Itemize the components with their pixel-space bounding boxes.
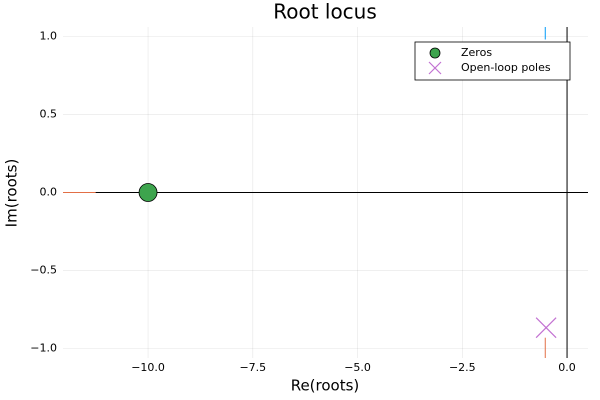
x-tick-label: −10.0 bbox=[131, 361, 165, 374]
y-tick-label: 0.5 bbox=[40, 107, 58, 120]
x-tick-label: 0.0 bbox=[558, 361, 576, 374]
y-tick-label: 1.0 bbox=[40, 29, 58, 42]
x-axis-label: Re(roots) bbox=[291, 377, 360, 395]
marker-circle bbox=[138, 183, 158, 202]
y-tick-label: 0.0 bbox=[40, 186, 58, 199]
plot-area bbox=[63, 27, 588, 358]
marker-circle bbox=[429, 47, 441, 59]
y-tick-label: −1.0 bbox=[30, 342, 57, 355]
chart-title: Root locus bbox=[273, 0, 377, 24]
marker-x bbox=[535, 317, 557, 339]
marker-x bbox=[428, 61, 442, 75]
legend-label: Open-loop poles bbox=[461, 61, 551, 74]
x-tick-label: −7.5 bbox=[239, 361, 266, 374]
x-tick-label: −2.5 bbox=[449, 361, 476, 374]
legend-label: Zeros bbox=[461, 46, 492, 59]
x-tick-label: −5.0 bbox=[344, 361, 371, 374]
y-tick-label: −0.5 bbox=[30, 264, 57, 277]
legend: Zeros Open-loop poles bbox=[414, 41, 571, 81]
y-axis-label: Im(roots) bbox=[3, 159, 21, 228]
